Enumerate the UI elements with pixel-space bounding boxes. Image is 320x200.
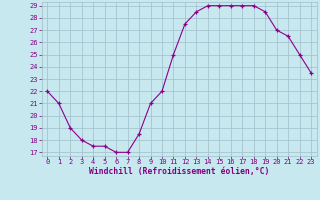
X-axis label: Windchill (Refroidissement éolien,°C): Windchill (Refroidissement éolien,°C) bbox=[89, 167, 269, 176]
